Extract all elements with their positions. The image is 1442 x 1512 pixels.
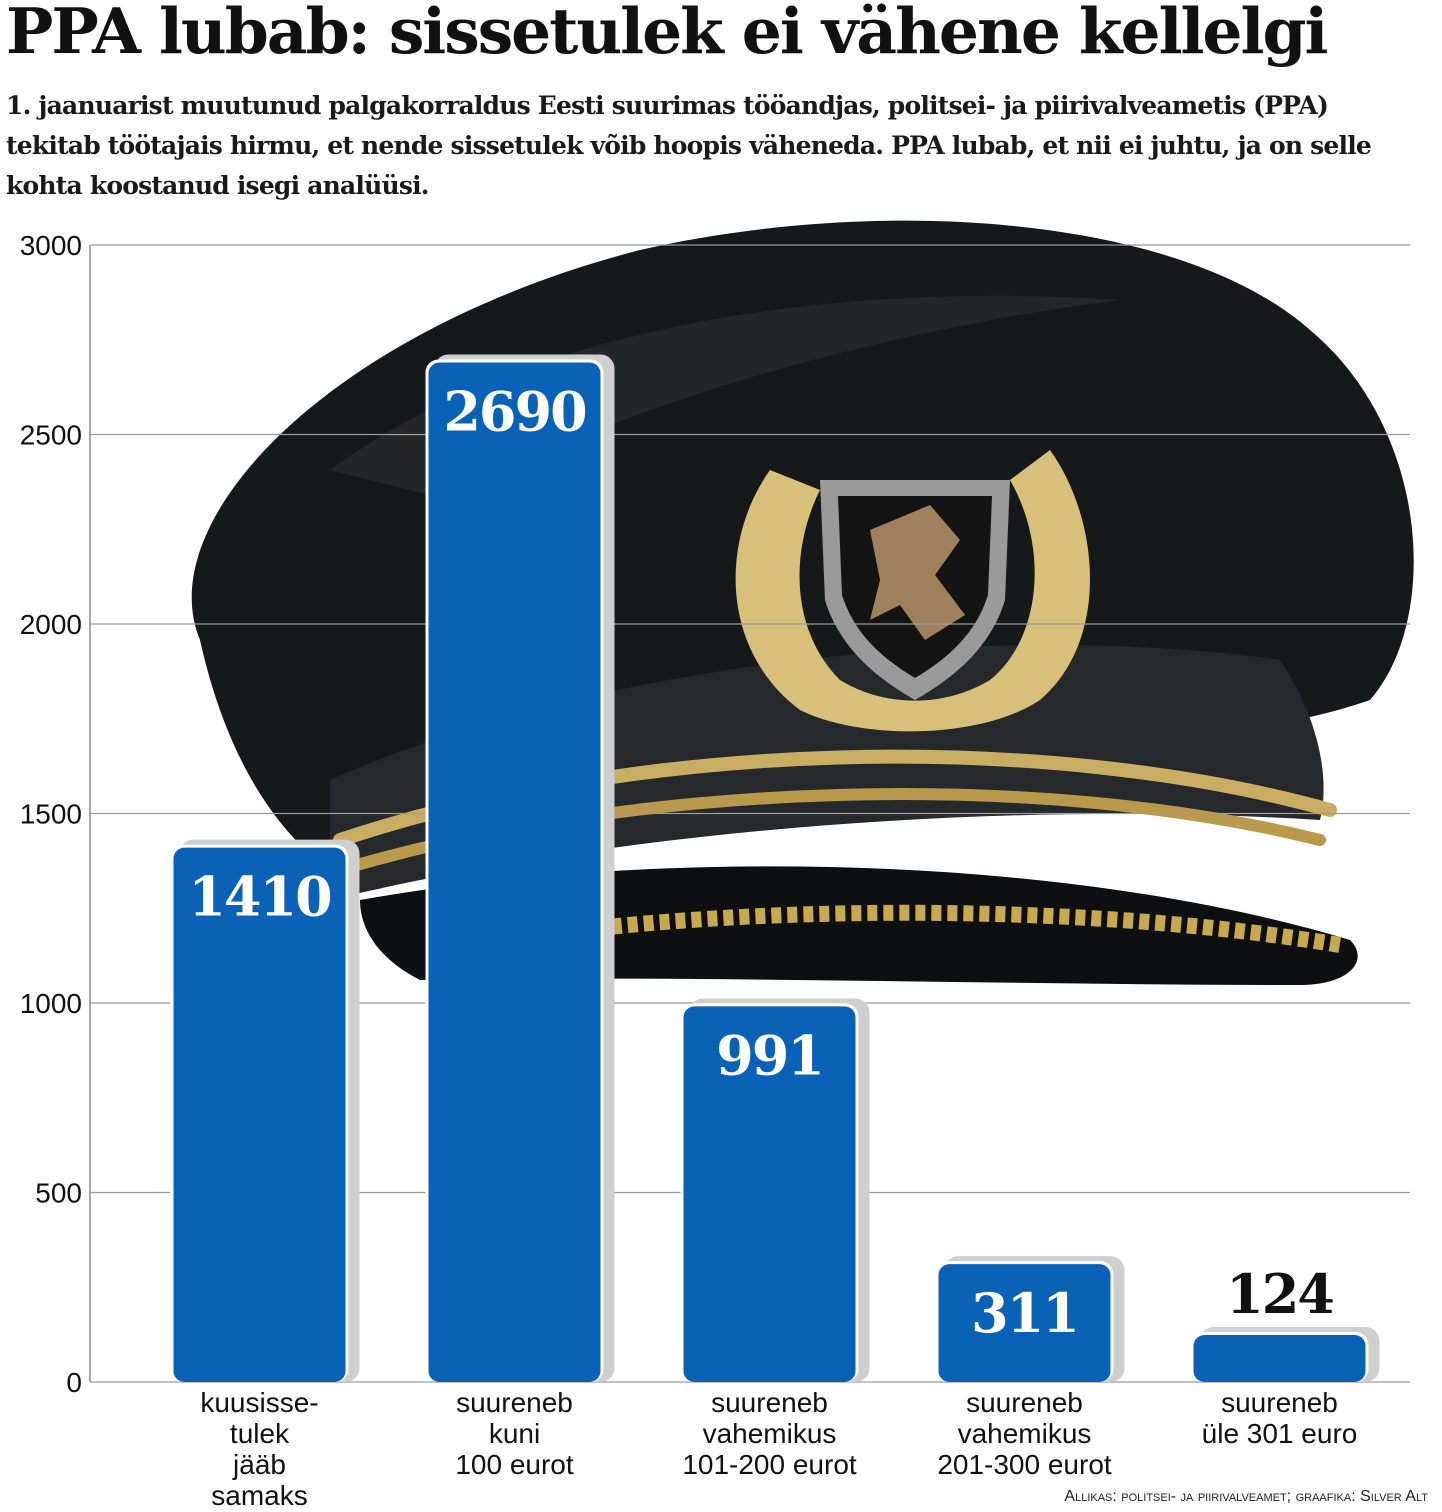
y-tick-label: 3000: [20, 230, 82, 261]
y-tick-label: 0: [66, 1367, 82, 1398]
bar: [683, 1006, 856, 1382]
x-tick-label: kuusisse-tulek jääb samaks: [200, 1387, 318, 1511]
y-tick-label: 500: [35, 1178, 82, 1209]
bar: [938, 1264, 1111, 1382]
x-tick-label: suureneb üle 301 euro: [1202, 1387, 1358, 1449]
emblem-wreath: [735, 450, 1090, 732]
bar-value-label: 124: [1226, 1262, 1333, 1326]
police-cap-image: [191, 220, 1414, 985]
x-tick-label: suureneb kuni 100 eurot: [455, 1387, 574, 1480]
bar: [173, 847, 346, 1382]
y-tick-label: 1500: [20, 799, 82, 830]
y-tick-label: 2000: [20, 609, 82, 640]
chart-title: PPA lubab: sissetulek ei vähene kellelgi: [6, 0, 1328, 68]
x-tick-label: suureneb vahemikus 101-200 eurot: [682, 1387, 857, 1480]
bar-value-label: 311: [971, 1281, 1078, 1345]
chart-subtitle: 1. jaanuarist muutunud palgakorraldus Ee…: [6, 91, 1372, 200]
emblem-lion: [870, 505, 965, 640]
bar-value-label: 991: [716, 1023, 823, 1087]
bar-value-label: 2690: [443, 379, 586, 443]
y-tick-label: 1000: [20, 988, 82, 1019]
bar: [428, 362, 601, 1382]
source-credit: Allikas: politsei- ja piirivalveamet; gr…: [1064, 1488, 1428, 1505]
x-tick-label: suureneb vahemikus 201-300 eurot: [937, 1387, 1112, 1480]
bar-value-label: 1410: [188, 865, 331, 929]
y-tick-label: 2500: [20, 420, 82, 451]
cap-visor-embroidery: [579, 904, 1342, 953]
bar: [1193, 1335, 1366, 1382]
